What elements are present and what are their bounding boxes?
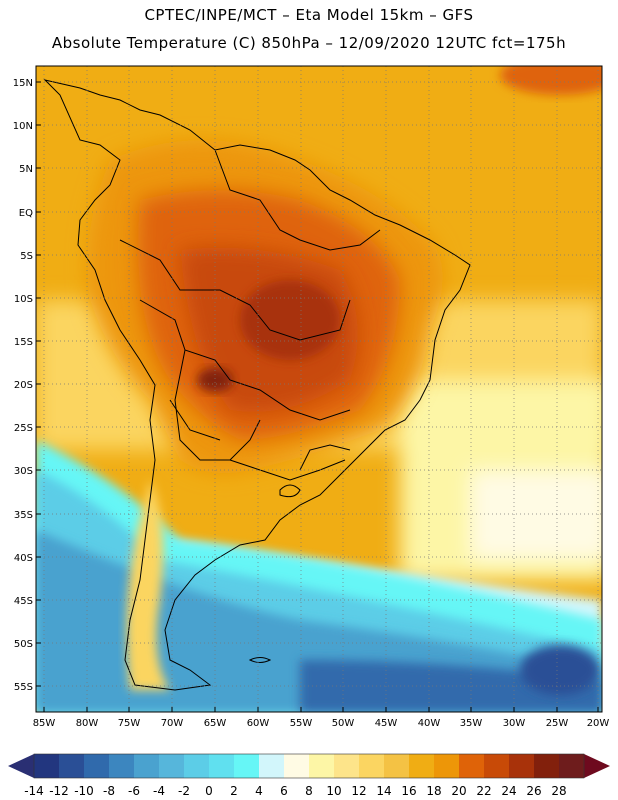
lon-label: 80W (76, 718, 99, 729)
lon-label: 50W (332, 718, 355, 729)
colorbar-label: 12 (351, 784, 366, 798)
colorbar-swatch (209, 754, 235, 778)
lat-label: 15N (13, 78, 33, 89)
lon-label: 45W (375, 718, 398, 729)
colorbar-label: 16 (401, 784, 416, 798)
colorbar-label: -2 (178, 784, 190, 798)
colorbar-swatch (484, 754, 510, 778)
colorbar-swatch (184, 754, 210, 778)
lon-label: 35W (460, 718, 483, 729)
latitude-labels: 15N 10N 5N EQ 5S 10S 15S 20S 25S 30S 35S… (13, 78, 33, 693)
colorbar-swatch (84, 754, 110, 778)
colorbar-swatch (159, 754, 185, 778)
title-line-2: Absolute Temperature (C) 850hPa – 12/09/… (51, 34, 567, 52)
colorbar-label: 14 (376, 784, 391, 798)
longitude-labels: 85W 80W 75W 70W 65W 60W 55W 50W 45W 40W … (33, 718, 610, 729)
lat-label: 10S (14, 294, 33, 305)
lon-label: 20W (587, 718, 610, 729)
lat-label: 15S (14, 337, 33, 348)
lat-label: 25S (14, 423, 33, 434)
colorbar-label: 2 (230, 784, 238, 798)
axis-ticks (36, 81, 599, 712)
colorbar-swatch (259, 754, 285, 778)
colorbar-swatch (359, 754, 385, 778)
colorbar-swatch (334, 754, 360, 778)
colorbar-label: 0 (205, 784, 213, 798)
lat-label: 40S (14, 553, 33, 564)
lat-label: 5S (20, 251, 33, 262)
lat-label: 20S (14, 380, 33, 391)
colorbar-label: 26 (526, 784, 541, 798)
colorbar-low-arrow (8, 754, 34, 778)
coastlines (43, 79, 471, 691)
lon-label: 30W (503, 718, 526, 729)
colorbar-swatch (59, 754, 85, 778)
lon-label: 55W (290, 718, 313, 729)
colorbar-swatch (234, 754, 260, 778)
lat-label: 35S (14, 510, 33, 521)
colorbar-label: -8 (103, 784, 115, 798)
lat-label: 10N (13, 121, 33, 132)
lat-label: EQ (19, 208, 33, 219)
colorbar-swatch (309, 754, 335, 778)
colorbar-swatch (559, 754, 585, 778)
colorbar-label: 4 (255, 784, 263, 798)
lon-label: 85W (33, 718, 56, 729)
temperature-field (36, 66, 602, 712)
colorbar-frame (33, 753, 585, 779)
lon-label: 40W (418, 718, 441, 729)
colorbar-swatch (534, 754, 560, 778)
colorbar-labels: -14 -12 -10 -8 -6 -4 -2 0 2 4 6 8 10 12 … (24, 784, 566, 798)
colorbar-label: 20 (451, 784, 466, 798)
colorbar-label: -12 (49, 784, 69, 798)
lat-label: 30S (14, 466, 33, 477)
colorbar-label: -14 (24, 784, 44, 798)
colorbar-swatch (459, 754, 485, 778)
colorbar-swatch (134, 754, 160, 778)
colorbar-swatch (34, 754, 60, 778)
lat-label: 45S (14, 596, 33, 607)
colorbar-label: -4 (153, 784, 165, 798)
lon-label: 60W (247, 718, 270, 729)
colorbar-label: 6 (280, 784, 288, 798)
lon-label: 75W (118, 718, 141, 729)
colorbar-label: 8 (305, 784, 313, 798)
title-line-1: CPTEC/INPE/MCT – Eta Model 15km – GFS (144, 6, 474, 24)
colorbar-label: 18 (426, 784, 441, 798)
colorbar-label: -10 (74, 784, 94, 798)
colorbar-swatches (33, 753, 585, 779)
colorbar-swatch (384, 754, 410, 778)
colorbar-label: 22 (476, 784, 491, 798)
colorbar-swatch (284, 754, 310, 778)
lat-label: 50S (14, 639, 33, 650)
lon-label: 65W (204, 718, 227, 729)
colorbar-swatch (434, 754, 460, 778)
colorbar-label: -6 (128, 784, 140, 798)
colorbar-label: 24 (501, 784, 516, 798)
lat-label: 5N (19, 164, 33, 175)
colorbar-label: 28 (551, 784, 566, 798)
colorbar-swatch (109, 754, 135, 778)
lon-label: 25W (546, 718, 569, 729)
lon-label: 70W (161, 718, 184, 729)
colorbar-swatch (409, 754, 435, 778)
colorbar-label: 10 (326, 784, 341, 798)
colorbar-swatch (509, 754, 535, 778)
colorbar-high-arrow (584, 754, 610, 778)
lat-label: 55S (14, 682, 33, 693)
map-frame (35, 65, 603, 713)
colorbar: -14 -12 -10 -8 -6 -4 -2 0 2 4 6 8 10 12 … (8, 753, 610, 798)
